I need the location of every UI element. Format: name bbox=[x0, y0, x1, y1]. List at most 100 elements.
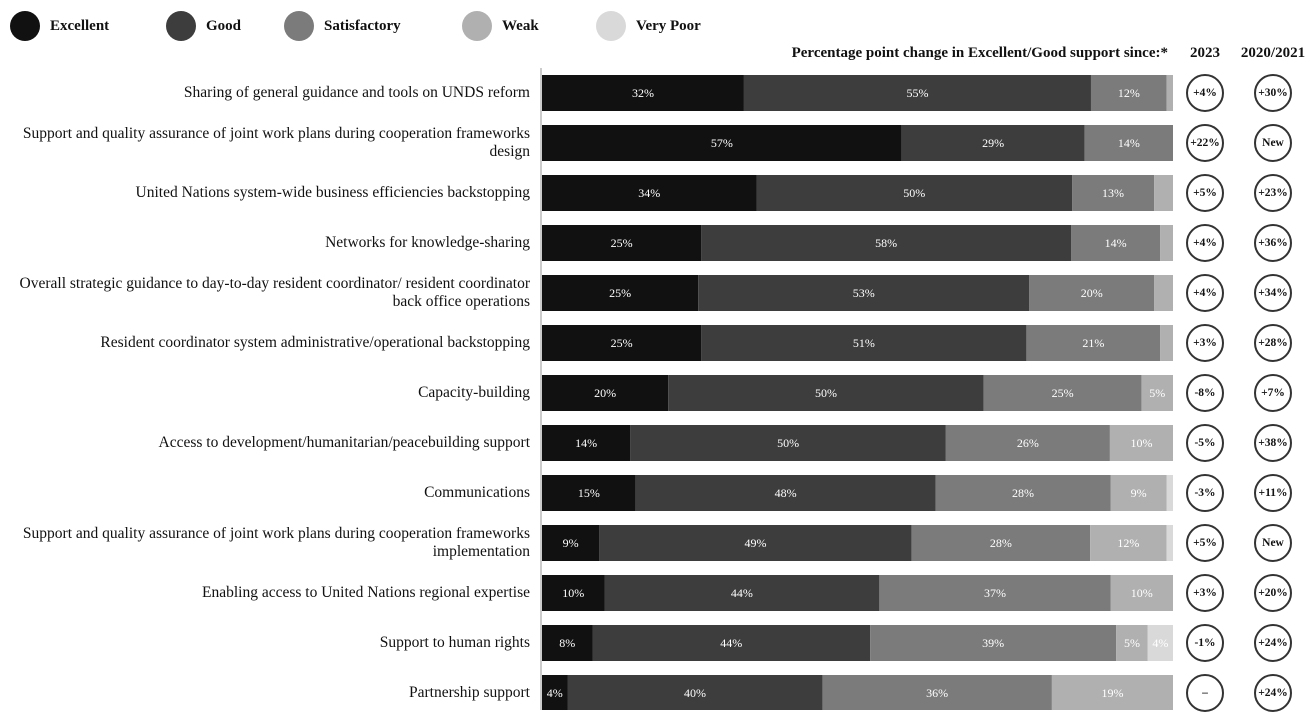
bar-data-label: 36% bbox=[926, 686, 948, 700]
bar-data-label: 15% bbox=[578, 486, 600, 500]
bar-data-label: 29% bbox=[982, 136, 1004, 150]
legend-label: Good bbox=[206, 17, 242, 34]
bar-segment-weak bbox=[1160, 225, 1173, 261]
bar-data-label: 57% bbox=[711, 136, 733, 150]
bar-data-label: 48% bbox=[775, 486, 797, 500]
bar-segment-weak bbox=[1110, 475, 1167, 511]
bar-data-label: 51% bbox=[853, 336, 875, 350]
row-category-label: Enabling access to United Nations region… bbox=[202, 584, 530, 601]
bar-data-label: 32% bbox=[632, 86, 654, 100]
bar-segment-good bbox=[604, 575, 880, 611]
change-2020-2021-badge: +24% bbox=[1254, 624, 1292, 662]
bar-data-label: 10% bbox=[1130, 436, 1152, 450]
bar-segment-good bbox=[630, 425, 946, 461]
bar-data-label: 58% bbox=[875, 236, 897, 250]
bar-segment-weak bbox=[1154, 275, 1173, 311]
bar-segment-good bbox=[901, 125, 1085, 161]
bar-segment-excellent bbox=[542, 325, 702, 361]
change-2020-2021-badge: New bbox=[1254, 124, 1292, 162]
bar-data-label: 13% bbox=[1102, 186, 1124, 200]
bar-segment-good bbox=[698, 275, 1030, 311]
legend-item-weak: Weak bbox=[462, 10, 539, 42]
column-header-2020-2021: 2020/2021 bbox=[1240, 45, 1306, 61]
row-category-label: Networks for knowledge-sharing bbox=[325, 234, 530, 251]
row-category-label: Overall strategic guidance to day-to-day… bbox=[19, 275, 530, 310]
bar-data-label: 44% bbox=[731, 586, 753, 600]
bar-data-label: 40% bbox=[684, 686, 706, 700]
change-2020-2021-badge: +36% bbox=[1254, 224, 1292, 262]
bar-segment-satisfactory bbox=[1090, 75, 1167, 111]
change-2020-2021-badge: +30% bbox=[1254, 74, 1292, 112]
row-category-label: Access to development/humanitarian/peace… bbox=[158, 434, 530, 451]
bar-segment-satisfactory bbox=[870, 625, 1117, 661]
bar-segment-satisfactory bbox=[822, 675, 1052, 710]
bar-data-label: 21% bbox=[1082, 336, 1104, 350]
bar-data-label: 25% bbox=[609, 286, 631, 300]
bar-data-label: 28% bbox=[1012, 486, 1034, 500]
bar-data-label: 4% bbox=[547, 686, 563, 700]
bar-segment-weak bbox=[1141, 375, 1173, 411]
bar-segment-excellent bbox=[542, 175, 757, 211]
change-2023-badge: +22% bbox=[1186, 124, 1224, 162]
legend-label: Very Poor bbox=[636, 17, 701, 34]
bar-data-label: 20% bbox=[594, 386, 616, 400]
change-2023-badge: – bbox=[1186, 674, 1224, 712]
legend-swatch bbox=[462, 11, 492, 41]
bar-segment-weak bbox=[1110, 575, 1173, 611]
change-header-title: Percentage point change in Excellent/Goo… bbox=[791, 45, 1168, 61]
bar-data-label: 8% bbox=[559, 636, 575, 650]
bar-data-label: 12% bbox=[1118, 86, 1140, 100]
bar-data-label: 5% bbox=[1124, 636, 1140, 650]
bar-data-label: 20% bbox=[1081, 286, 1103, 300]
bar-data-label: 12% bbox=[1117, 536, 1139, 550]
legend-item-satisfactory: Satisfactory bbox=[284, 10, 401, 42]
legend-swatch bbox=[596, 11, 626, 41]
change-2020-2021-badge: +38% bbox=[1254, 424, 1292, 462]
change-2023-badge: +4% bbox=[1186, 74, 1224, 112]
bar-segment-excellent bbox=[542, 425, 631, 461]
row-category-label: Support and quality assurance of joint w… bbox=[22, 125, 530, 160]
bar-data-label: 37% bbox=[984, 586, 1006, 600]
change-2023-badge: +3% bbox=[1186, 574, 1224, 612]
bar-segment-excellent bbox=[542, 275, 699, 311]
legend-swatch bbox=[166, 11, 196, 41]
bar-data-label: 44% bbox=[720, 636, 742, 650]
bar-data-label: 5% bbox=[1149, 386, 1165, 400]
bar-segment-weak bbox=[1160, 325, 1173, 361]
bar-segment-excellent bbox=[542, 575, 605, 611]
bar-segment-excellent bbox=[542, 475, 636, 511]
bar-segment-weak bbox=[1090, 525, 1167, 561]
bar-segment-excellent bbox=[542, 75, 744, 111]
bar-segment-very-poor bbox=[1166, 525, 1173, 561]
bar-segment-weak bbox=[1166, 75, 1173, 111]
bar-data-label: 25% bbox=[611, 236, 633, 250]
bar-segment-good bbox=[592, 625, 871, 661]
bar-segment-weak bbox=[1051, 675, 1173, 710]
change-2023-badge: +3% bbox=[1186, 324, 1224, 362]
bar-data-label: 28% bbox=[990, 536, 1012, 550]
bar-segment-satisfactory bbox=[879, 575, 1111, 611]
bar-data-label: 53% bbox=[853, 286, 875, 300]
bar-segment-satisfactory bbox=[1071, 225, 1161, 261]
bar-segment-weak bbox=[1154, 175, 1173, 211]
bar-segment-excellent bbox=[542, 525, 600, 561]
bar-segment-good bbox=[743, 75, 1091, 111]
bar-segment-good bbox=[635, 475, 936, 511]
change-2023-badge: +5% bbox=[1186, 524, 1224, 562]
change-2023-badge: +4% bbox=[1186, 274, 1224, 312]
legend-item-good: Good bbox=[166, 10, 241, 42]
bar-data-label: 50% bbox=[815, 386, 837, 400]
legend-item-excellent: Excellent bbox=[10, 10, 109, 42]
change-2020-2021-badge: +24% bbox=[1254, 674, 1292, 712]
bar-data-label: 14% bbox=[1105, 236, 1127, 250]
change-2020-2021-badge: +20% bbox=[1254, 574, 1292, 612]
bar-segment-good bbox=[701, 225, 1072, 261]
bar-segment-satisfactory bbox=[1072, 175, 1155, 211]
bar-data-label: 14% bbox=[575, 436, 597, 450]
change-2023-badge: -8% bbox=[1186, 374, 1224, 412]
legend-label: Weak bbox=[502, 17, 539, 34]
bar-segment-excellent bbox=[542, 225, 702, 261]
row-category-label: Partnership support bbox=[409, 684, 530, 701]
bar-data-label: 9% bbox=[563, 536, 579, 550]
